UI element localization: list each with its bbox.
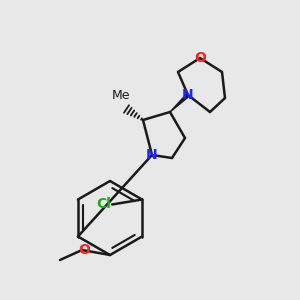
Text: O: O (194, 51, 206, 65)
Polygon shape (170, 94, 189, 112)
Text: Cl: Cl (97, 197, 112, 212)
Text: Me: Me (112, 89, 130, 102)
Text: O: O (78, 243, 90, 257)
Text: N: N (182, 88, 194, 102)
Text: N: N (146, 148, 158, 162)
